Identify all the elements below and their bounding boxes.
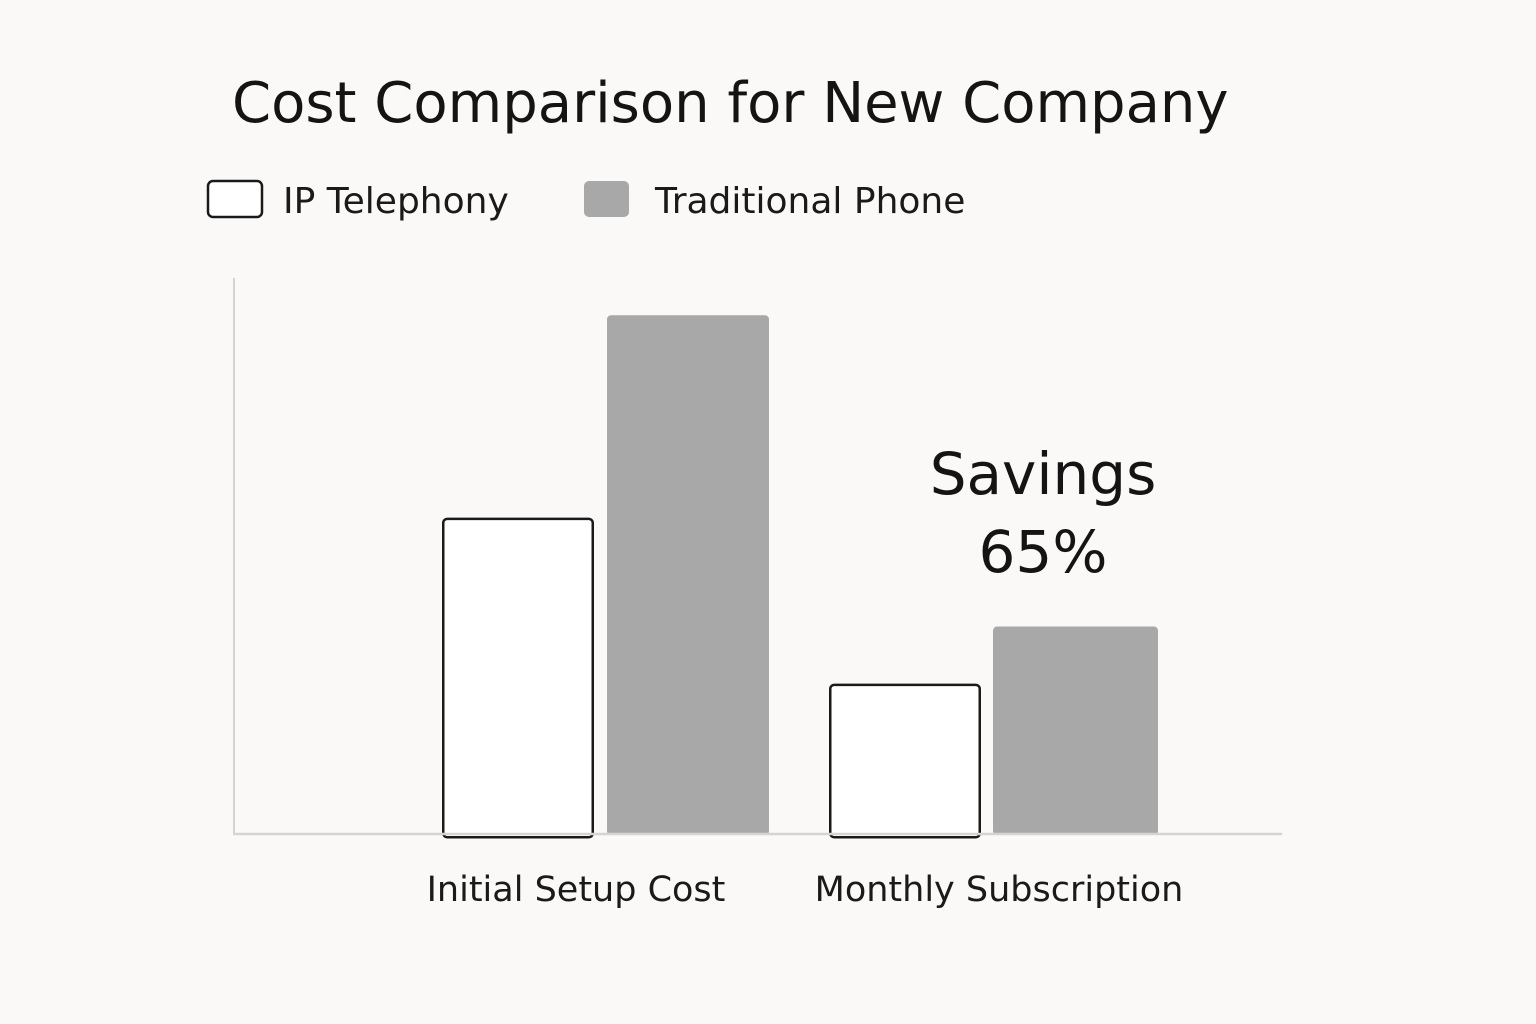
- savings-annotation-label: Savings: [930, 440, 1157, 508]
- x-tick-label-monthly-subscription: Monthly Subscription: [815, 870, 1184, 910]
- bars: [442, 315, 1158, 839]
- bar-ip-telephony-initial-setup-cost: [442, 517, 594, 839]
- legend-swatch-ip-telephony: [206, 179, 264, 219]
- chart-title: Cost Comparison for New Company: [232, 71, 1229, 136]
- legend-swatch-traditional-phone: [584, 181, 629, 217]
- bar-traditional-phone-monthly-subscription: [993, 626, 1158, 835]
- x-tick-label-initial-setup-cost: Initial Setup Cost: [427, 870, 726, 910]
- savings-annotation: Savings 65%: [930, 440, 1157, 586]
- legend: IP Telephony Traditional Phone: [206, 179, 965, 222]
- savings-annotation-value: 65%: [979, 518, 1108, 586]
- bar-ip-telephony-monthly-subscription: [829, 683, 981, 839]
- legend-label-ip-telephony: IP Telephony: [283, 181, 509, 222]
- x-tick-labels: Initial Setup Cost Monthly Subscription: [427, 870, 1184, 910]
- legend-label-traditional-phone: Traditional Phone: [654, 181, 965, 222]
- bar-traditional-phone-initial-setup-cost: [607, 315, 769, 835]
